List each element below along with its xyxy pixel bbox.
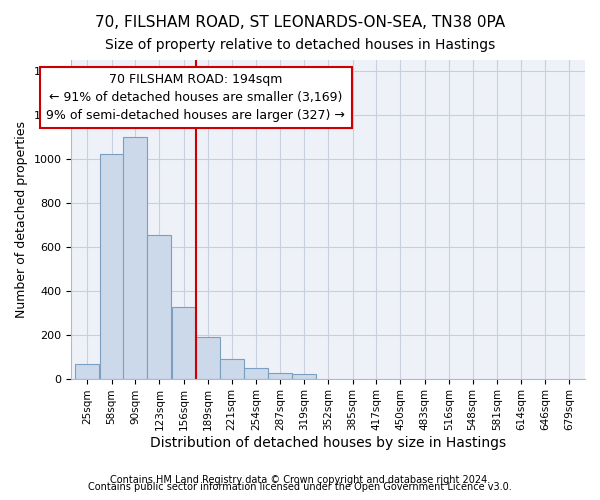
Bar: [123, 137, 147, 378]
Bar: [268, 373, 292, 378]
Text: Contains public sector information licensed under the Open Government Licence v3: Contains public sector information licen…: [88, 482, 512, 492]
Bar: [148, 234, 172, 378]
Text: 70 FILSHAM ROAD: 194sqm
← 91% of detached houses are smaller (3,169)
9% of semi-: 70 FILSHAM ROAD: 194sqm ← 91% of detache…: [46, 73, 346, 122]
Bar: [75, 364, 99, 378]
Y-axis label: Number of detached properties: Number of detached properties: [15, 121, 28, 318]
Bar: [196, 337, 220, 378]
Bar: [100, 154, 124, 378]
Text: 70, FILSHAM ROAD, ST LEONARDS-ON-SEA, TN38 0PA: 70, FILSHAM ROAD, ST LEONARDS-ON-SEA, TN…: [95, 15, 505, 30]
Bar: [220, 359, 244, 378]
Bar: [292, 374, 316, 378]
X-axis label: Distribution of detached houses by size in Hastings: Distribution of detached houses by size …: [150, 436, 506, 450]
Bar: [244, 368, 268, 378]
Bar: [172, 307, 196, 378]
Text: Contains HM Land Registry data © Crown copyright and database right 2024.: Contains HM Land Registry data © Crown c…: [110, 475, 490, 485]
Text: Size of property relative to detached houses in Hastings: Size of property relative to detached ho…: [105, 38, 495, 52]
